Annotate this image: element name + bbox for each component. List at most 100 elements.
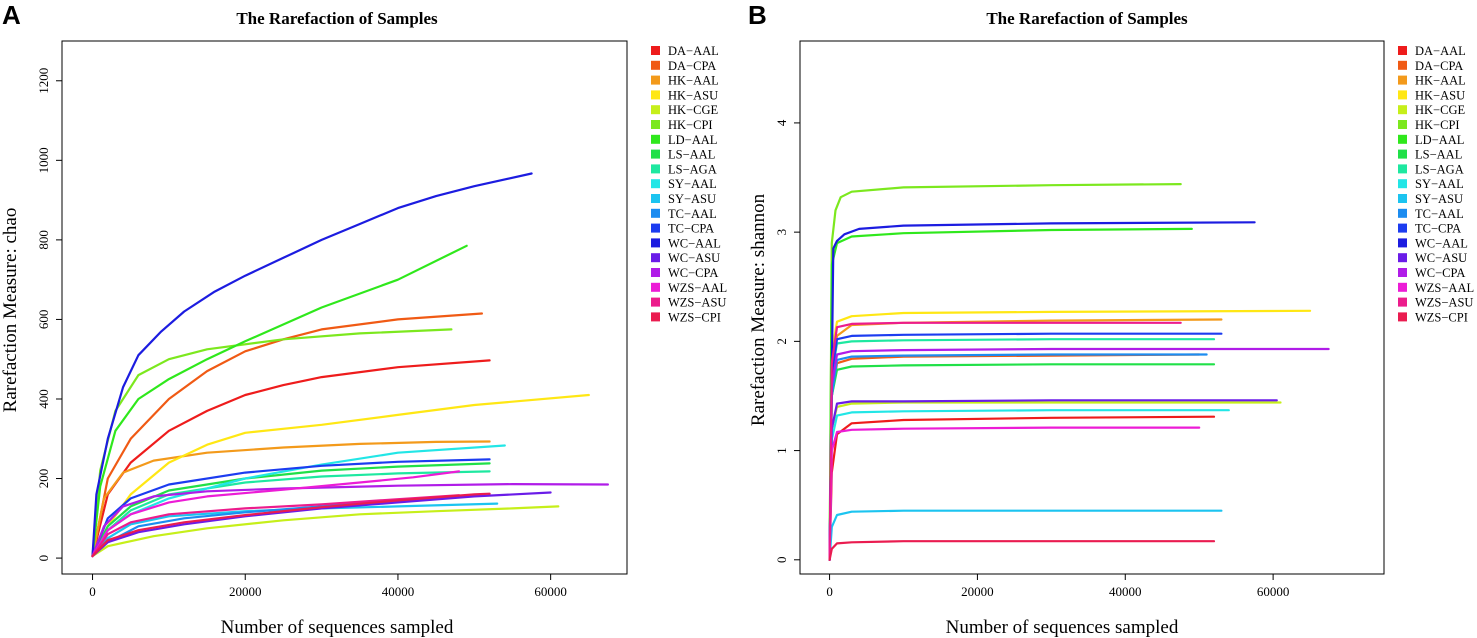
legend-swatch	[1398, 253, 1407, 263]
legend-swatch	[651, 120, 660, 129]
legend-label: WC−CPA	[1415, 266, 1465, 280]
panel-b-x-axis-title: Number of sequences sampled	[946, 617, 1179, 638]
panel-a-y-tick-label: 1200	[36, 68, 51, 94]
legend-swatch	[1398, 179, 1407, 189]
panel-a-x-tick-label: 60000	[534, 584, 567, 599]
series-line-wzs-asu	[828, 321, 1182, 561]
panel-a-y-axis: 0 200 400 600 800 1000 1200	[36, 68, 62, 562]
legend-label: TC−AAL	[1415, 207, 1464, 221]
legend-swatch	[1398, 134, 1407, 144]
legend-label: WZS−AAL	[1415, 281, 1474, 295]
panel-a-y-axis-title: Rarefaction Measure: chao	[0, 208, 21, 413]
legend-label: LS−AGA	[668, 162, 717, 176]
legend-label: DA−AAL	[668, 44, 719, 58]
legend-swatch	[1398, 282, 1407, 292]
legend-swatch	[1398, 75, 1407, 85]
panel-a-x-axis-title: Number of sequences sampled	[221, 617, 454, 638]
legend-swatch	[651, 297, 660, 307]
legend-label: TC−CPA	[668, 222, 714, 236]
legend-label: WC−CPA	[668, 266, 718, 280]
legend-swatch	[1398, 238, 1407, 248]
panel-a-title: The Rarefaction of Samples	[236, 9, 438, 28]
series-line-tc-aal	[828, 353, 1208, 561]
legend-swatch	[1398, 90, 1407, 100]
panel-a-x-tick-label: 0	[89, 584, 96, 599]
legend-label: LS−AAL	[1415, 148, 1462, 162]
series-line-ls-aga	[828, 338, 1216, 561]
panel-a-y-tick-label: 800	[36, 230, 51, 250]
series-line-wc-asu	[828, 399, 1278, 561]
legend-swatch	[1398, 208, 1407, 218]
panel-a-y-tick-label: 0	[36, 555, 51, 562]
legend-swatch	[651, 60, 660, 70]
legend-label: DA−CPA	[668, 59, 716, 73]
panel-b-x-tick-label: 40000	[1109, 584, 1142, 599]
legend-swatch	[1398, 312, 1407, 322]
legend-label: WZS−CPI	[1415, 310, 1468, 324]
series-line-tc-cpa	[91, 458, 491, 558]
legend-swatch	[651, 208, 660, 218]
legend-swatch	[651, 253, 660, 263]
legend-label: LS−AAL	[668, 148, 715, 162]
series-line-wzs-aal	[91, 470, 461, 558]
legend-label: SY−AAL	[668, 177, 717, 191]
series-line-sy-asu	[91, 502, 499, 558]
panel-a-label: A	[2, 0, 21, 30]
legend-label: TC−CPA	[1415, 222, 1461, 236]
legend-swatch	[1398, 223, 1407, 233]
legend-label: WZS−CPI	[668, 310, 721, 324]
legend-label: LS−AGA	[1415, 162, 1464, 176]
legend-label: WZS−ASU	[1415, 296, 1473, 310]
panel-b-y-tick-label: 0	[774, 557, 789, 564]
legend-swatch	[651, 105, 660, 115]
legend-swatch	[651, 164, 660, 174]
panel-b-series-lines	[828, 183, 1330, 561]
legend-label: HK−ASU	[668, 88, 718, 102]
panel-b-label: B	[748, 0, 767, 30]
legend-swatch	[651, 134, 660, 144]
panel-b-legend: DA−AALDA−CPAHK−AALHK−ASUHK−CGEHK−CPILD−A…	[1398, 44, 1474, 324]
legend-label: WC−ASU	[668, 251, 720, 265]
series-line-hk-cpi	[828, 183, 1182, 561]
legend-label: SY−AAL	[1415, 177, 1464, 191]
series-line-ld-aal	[828, 227, 1193, 561]
series-line-da-cpa	[828, 353, 1201, 561]
series-line-wzs-cpi	[91, 492, 491, 558]
legend-swatch	[1398, 268, 1407, 277]
panel-a-series-lines	[91, 172, 610, 558]
panel-b-x-tick-label: 0	[826, 584, 833, 599]
panel-a-x-axis: 0 20000 40000 60000	[89, 574, 567, 599]
legend-label: HK−ASU	[1415, 88, 1465, 102]
legend-label: WZS−AAL	[668, 281, 727, 295]
series-line-hk-cge	[91, 505, 560, 558]
panel-b-x-axis: 0 20000 40000 60000	[826, 574, 1289, 599]
panel-b-y-axis: 0 1 2 3 4	[774, 119, 800, 563]
panel-b-title: The Rarefaction of Samples	[986, 9, 1188, 28]
panel-a-y-tick-label: 1000	[36, 147, 51, 173]
series-line-wc-cpa	[828, 347, 1330, 561]
panel-a-legend: DA−AALDA−CPAHK−AALHK−ASUHK−CGEHK−CPILD−A…	[651, 44, 727, 324]
panel-b-x-tick-label: 20000	[961, 584, 994, 599]
legend-label: WZS−ASU	[668, 296, 726, 310]
legend-label: LD−AAL	[1415, 133, 1464, 147]
series-line-tc-cpa	[828, 332, 1223, 561]
legend-label: HK−CGE	[668, 103, 718, 117]
legend-label: LD−AAL	[668, 133, 717, 147]
series-line-sy-asu	[828, 509, 1223, 561]
legend-label: TC−AAL	[668, 207, 717, 221]
panel-b-x-tick-label: 60000	[1257, 584, 1290, 599]
legend-label: SY−ASU	[1415, 192, 1463, 206]
series-line-sy-aal	[828, 409, 1230, 561]
legend-swatch	[1398, 297, 1407, 307]
legend-swatch	[651, 223, 660, 233]
series-line-hk-cge	[828, 401, 1282, 561]
series-line-ls-aga	[91, 470, 491, 558]
panel-a-y-tick-label: 600	[36, 310, 51, 330]
panel-a-x-tick-label: 40000	[382, 584, 415, 599]
legend-swatch	[651, 282, 660, 292]
panel-b-y-axis-title: Rarefaction Measure: shannon	[748, 193, 769, 426]
legend-label: WC−AAL	[1415, 236, 1468, 250]
legend-swatch	[1398, 46, 1407, 55]
series-line-wc-aal	[91, 172, 533, 558]
